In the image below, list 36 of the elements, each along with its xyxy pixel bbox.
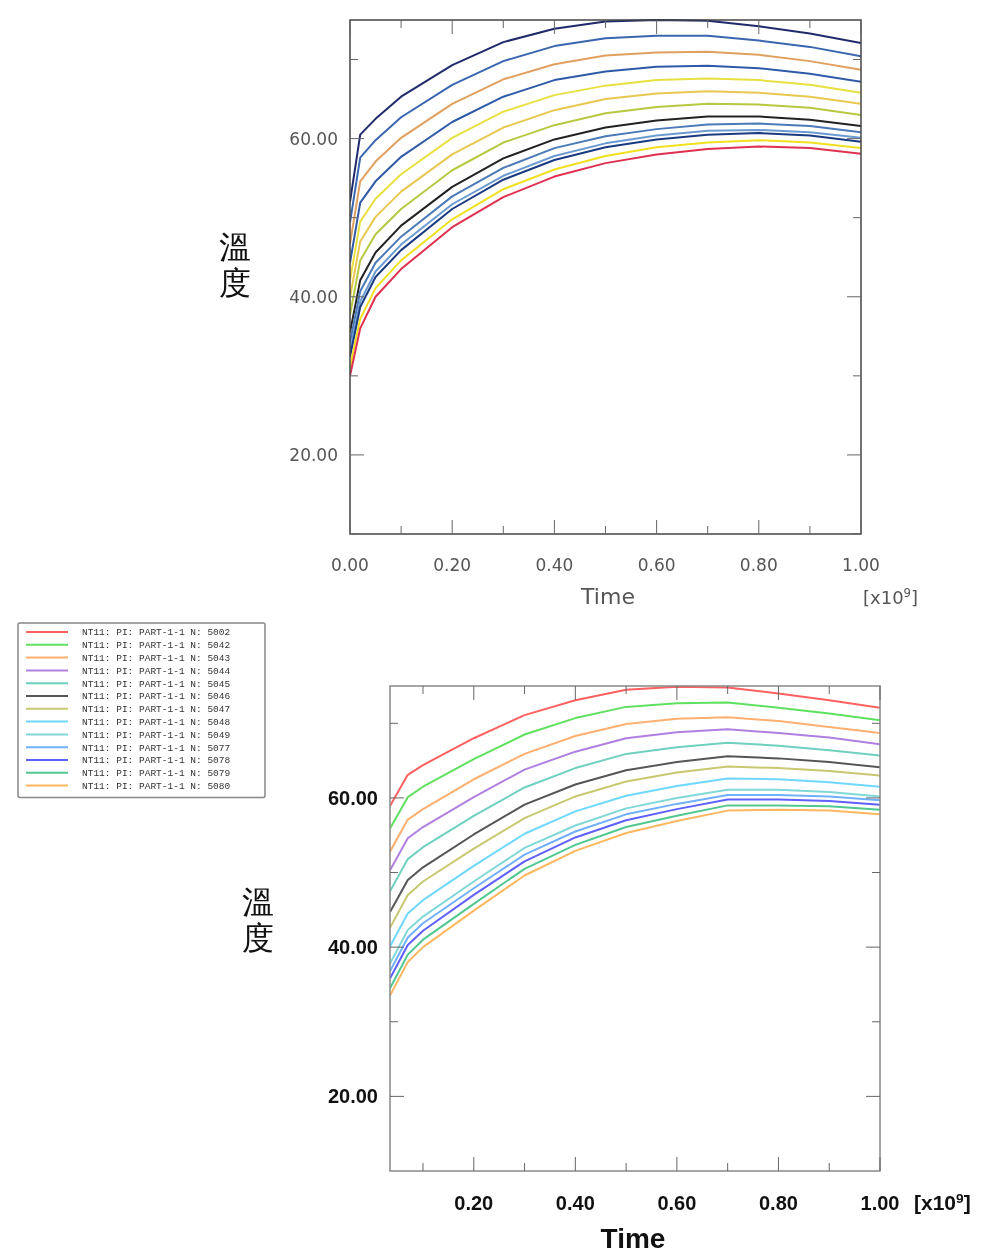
legend-label: NT11: PI: PART-1-1 N: 5078	[82, 755, 231, 767]
x-axis-title: Time	[600, 1223, 666, 1250]
y-tick-label: 40.00	[327, 936, 378, 959]
x-tick-label: 0.40	[555, 1192, 595, 1214]
x-tick-label: 0.20	[454, 1192, 494, 1214]
y-tick-label: 20.00	[327, 1085, 378, 1108]
y-tick-label: 60.00	[327, 786, 378, 809]
legend-label: NT11: PI: PART-1-1 N: 5042	[82, 640, 231, 652]
legend-label: NT11: PI: PART-1-1 N: 5048	[82, 716, 231, 728]
x-tick-label: 0.60	[657, 1192, 697, 1214]
y-axis-title: 溫度	[242, 883, 274, 957]
legend-label: NT11: PI: PART-1-1 N: 5079	[82, 768, 231, 780]
y-tick-label: 40.00	[289, 286, 338, 307]
legend-label: NT11: PI: PART-1-1 N: 5077	[82, 742, 231, 754]
legend-label: NT11: PI: PART-1-1 N: 5080	[82, 780, 231, 792]
x-tick-label: 1.00	[860, 1192, 900, 1214]
legend-label: NT11: PI: PART-1-1 N: 5045	[82, 678, 231, 690]
legend-label: NT11: PI: PART-1-1 N: 5047	[82, 704, 231, 716]
legend-label: NT11: PI: PART-1-1 N: 5046	[82, 691, 231, 703]
x-tick-label: 0.80	[758, 1192, 798, 1214]
x-axis-title: Time	[580, 584, 635, 609]
y-tick-label: 20.00	[289, 444, 338, 465]
legend-label: NT11: PI: PART-1-1 N: 5002	[82, 627, 231, 639]
legend-label: NT11: PI: PART-1-1 N: 5044	[82, 665, 231, 677]
legend-label: NT11: PI: PART-1-1 N: 5043	[82, 652, 231, 664]
x-tick-label: 0.40	[535, 555, 574, 575]
x-tick-label: 1.00	[842, 555, 880, 575]
x-tick-label: 0.00	[331, 555, 369, 575]
text: [x10$^{9}$]	[863, 586, 919, 608]
x-tick-label: 0.20	[433, 555, 472, 575]
x-tick-label: 0.60	[637, 555, 676, 575]
legend-label: NT11: PI: PART-1-1 N: 5049	[82, 729, 231, 741]
text: [x10$^{9}$]	[914, 1190, 971, 1214]
x-tick-label: 0.80	[739, 555, 778, 575]
y-axis-title: 溫度	[219, 228, 251, 302]
y-tick-label: 60.00	[289, 128, 338, 149]
